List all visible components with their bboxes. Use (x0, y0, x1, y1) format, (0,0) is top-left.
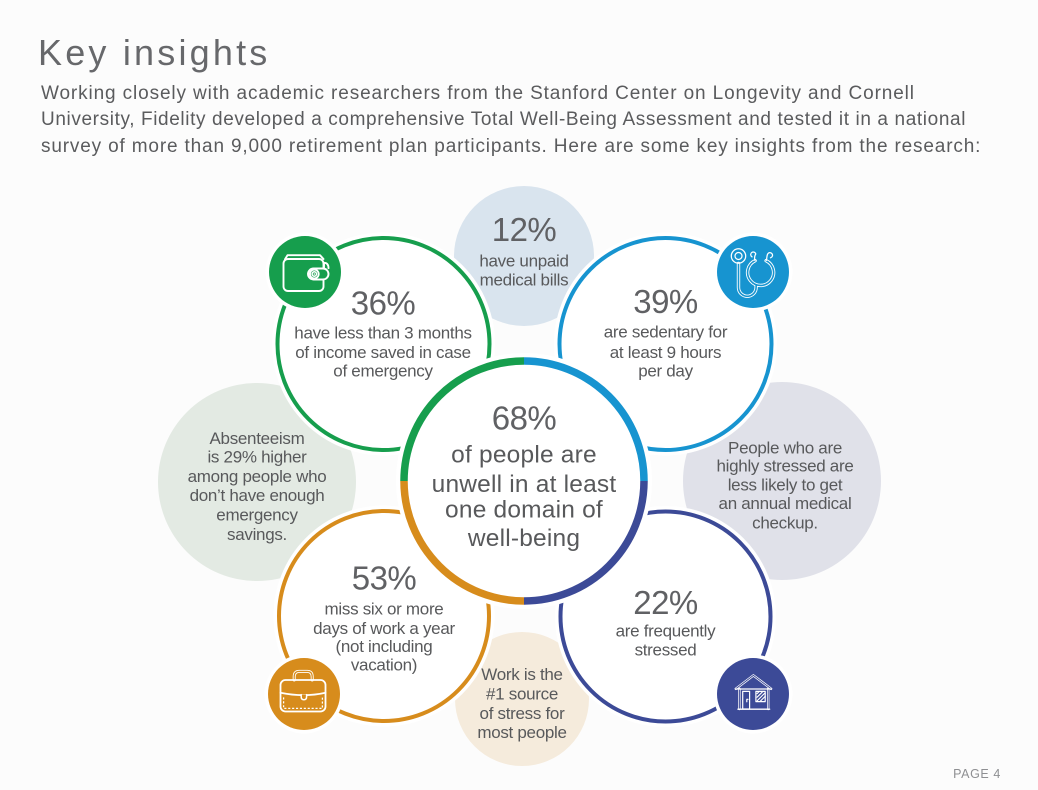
svg-text:36%: 36% (351, 285, 416, 322)
svg-text:among people who: among people who (188, 467, 327, 486)
svg-text:checkup.: checkup. (752, 514, 818, 533)
svg-text:most people: most people (477, 723, 566, 742)
svg-text:miss six or more: miss six or more (325, 600, 444, 619)
svg-text:don’t have enough: don’t have enough (190, 486, 325, 505)
svg-text:savings.: savings. (227, 525, 287, 544)
svg-text:12%: 12% (492, 211, 557, 248)
svg-text:is 29% higher: is 29% higher (207, 448, 307, 467)
svg-text:of emergency: of emergency (333, 362, 433, 381)
svg-text:22%: 22% (633, 584, 698, 621)
svg-text:an annual medical: an annual medical (719, 494, 852, 513)
svg-text:of stress for: of stress for (480, 704, 566, 723)
svg-text:one domain of: one domain of (445, 497, 603, 524)
svg-text:39%: 39% (633, 283, 698, 320)
svg-text:of people are: of people are (451, 441, 597, 468)
svg-text:68%: 68% (492, 400, 557, 437)
svg-text:stressed: stressed (635, 641, 697, 660)
svg-text:of income saved in case: of income saved in case (295, 343, 470, 362)
svg-text:Work is the: Work is the (481, 665, 562, 684)
svg-text:have less than 3 months: have less than 3 months (294, 324, 471, 343)
svg-text:highly stressed are: highly stressed are (717, 457, 854, 476)
svg-text:per day: per day (638, 362, 693, 381)
svg-text:days of work a year: days of work a year (313, 619, 455, 638)
svg-text:(not including: (not including (336, 637, 433, 656)
svg-text:are frequently: are frequently (616, 622, 717, 641)
svg-text:vacation): vacation) (351, 656, 417, 675)
svg-text:unwell in at least: unwell in at least (432, 471, 617, 498)
svg-text:53%: 53% (352, 560, 417, 597)
svg-text:have unpaid: have unpaid (479, 252, 568, 271)
svg-text:medical bills: medical bills (480, 271, 569, 290)
svg-text:at least 9 hours: at least 9 hours (610, 343, 721, 362)
svg-text:People who are: People who are (728, 439, 842, 458)
svg-text:emergency: emergency (216, 506, 298, 525)
svg-text:#1 source: #1 source (486, 685, 558, 704)
svg-text:are sedentary for: are sedentary for (604, 323, 728, 342)
svg-text:less likely to get: less likely to get (728, 476, 843, 495)
svg-text:well-being: well-being (467, 525, 580, 552)
svg-text:Absenteeism: Absenteeism (210, 429, 305, 448)
